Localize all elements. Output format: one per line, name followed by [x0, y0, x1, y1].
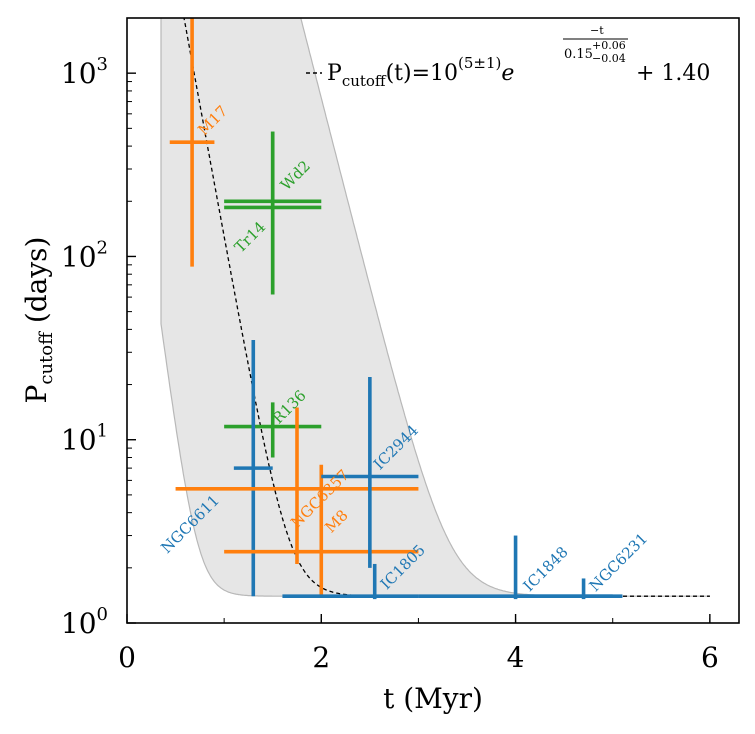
y-tick-label-100: 102 [61, 237, 108, 273]
label-ngc6231: NGC6231 [586, 529, 652, 595]
x-tick-label-6: 6 [701, 641, 719, 674]
legend-sub: cutoff [342, 72, 387, 90]
legend: Pcutoff(t)=10(5±1)e −t 0.15 +0.06 −0.04 … [306, 24, 710, 90]
x-tick-label-0: 0 [118, 641, 136, 674]
legend-p: P [327, 61, 342, 86]
y-tick-label-10: 101 [61, 421, 108, 457]
point-ngc6357 [175, 407, 419, 564]
x-axis-label: t (Myr) [383, 682, 483, 715]
point-r136 [224, 402, 322, 458]
x-tick-label-2: 2 [312, 641, 330, 674]
point-m17 [169, 18, 215, 267]
plot-frame [126, 17, 740, 624]
point-m8 [224, 464, 419, 597]
legend-frac-up: +0.06 [592, 39, 626, 52]
x-tick-label-4: 4 [507, 641, 525, 674]
legend-frac-den: 0.15 [564, 47, 593, 62]
y-tick-label-1: 100 [61, 604, 108, 640]
legend-tail: + 1.40 [636, 61, 710, 86]
point-ngc6611 [233, 340, 273, 597]
data-points [169, 18, 623, 600]
legend-frac-num: −t [590, 24, 604, 37]
legend-exp: (5±1) [458, 54, 501, 72]
point-tr14 [224, 131, 322, 295]
y-axis-label: Pcutoff (days) [20, 237, 57, 404]
point-ic1805 [282, 563, 419, 600]
legend-e: e [501, 61, 514, 86]
uncertainty-band [160, 18, 710, 597]
point-ngc6231 [515, 578, 623, 600]
legend-formula: (t)=10 [386, 61, 458, 86]
svg-text:Pcutoff(t)=10(5±1)e: Pcutoff(t)=10(5±1)e [327, 54, 514, 90]
band-area [160, 18, 710, 597]
legend-frac-lo: −0.04 [592, 52, 626, 65]
point-ic2944 [321, 376, 419, 568]
axis-ticks: 0 2 4 6 100 101 102 103 [61, 17, 719, 674]
y-tick-label-1000: 103 [61, 54, 108, 90]
label-ic1848: IC1848 [520, 543, 572, 595]
svg-text:0.15: 0.15 [564, 47, 593, 62]
svg-text:Pcutoff (days): Pcutoff (days) [20, 237, 57, 404]
